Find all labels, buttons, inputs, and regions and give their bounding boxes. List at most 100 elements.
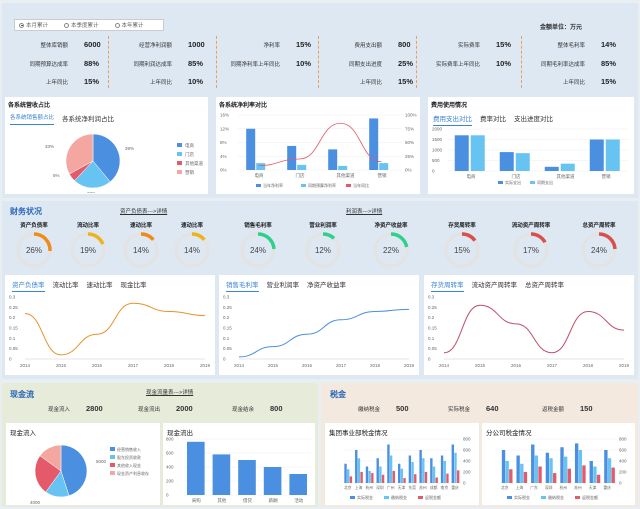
bar — [589, 461, 593, 483]
legend-swatch — [177, 143, 182, 147]
y-tick-label: 0.15 — [428, 326, 437, 331]
bar — [289, 474, 307, 495]
gauge-value: 24% — [250, 246, 266, 255]
bar — [440, 455, 444, 483]
bar — [505, 461, 509, 483]
gauge-value: 15% — [454, 246, 470, 255]
bar — [443, 461, 446, 483]
tab-total-asset-turnover[interactable]: 总资产周转率 — [525, 282, 564, 289]
x-tick-label: 深圳 — [376, 485, 384, 490]
dashed-divider — [216, 36, 217, 88]
balance-sheet-link[interactable]: 资产负债表--->详情 — [120, 209, 168, 215]
bar — [414, 474, 417, 483]
filter-label: 本月累计 — [26, 23, 49, 29]
y-tick-label: 0.3 — [223, 295, 230, 300]
tab-inventory-turnover[interactable]: 存货周转率 — [431, 279, 464, 292]
y-tick-label: 0.25 — [9, 305, 18, 310]
kpi-label: 上年同比 — [562, 80, 585, 86]
legend-label: 实际税金 — [514, 494, 530, 500]
gauge-title: 速动比率 — [180, 223, 203, 229]
bar — [376, 458, 379, 483]
y-tick-label: 0.1 — [428, 336, 435, 341]
y-tick-label: 0 — [428, 357, 431, 362]
y-tick-label: 600 — [166, 451, 174, 456]
legend-label: 经营销售收入 — [117, 446, 141, 452]
x-tick-label: 2018 — [370, 363, 381, 368]
x-tick-label: 电商 — [255, 172, 264, 179]
x-tick-label: 2015 — [268, 363, 279, 368]
series-line — [258, 122, 382, 166]
legend-label: 缴纳税金 — [548, 494, 564, 500]
kpi-value: 85% — [188, 59, 204, 68]
tab-roe[interactable]: 净资产收益率 — [307, 282, 346, 289]
bar — [369, 118, 379, 170]
legend-swatch — [507, 496, 512, 499]
pie-value-label: 33% — [45, 144, 54, 149]
tab-sales-share[interactable]: 各系统销售额占比 — [10, 113, 55, 125]
income-statement-link[interactable]: 利润表--->详情 — [346, 209, 383, 215]
gauge-value: 12% — [315, 246, 331, 255]
x-tick-label: 深圳 — [545, 485, 553, 490]
debt-ratio-line-chart: 0 0.05 0.1 0.15 0.2 0.25 0.3 2014 2015 2016 2017 20… — [9, 295, 211, 369]
kpi-label: 缴纳税金 — [358, 407, 381, 413]
y-tick-label: 800 — [463, 437, 471, 442]
filter-year[interactable]: 本年累计 — [114, 21, 144, 29]
net-margin-panel: 各系统净利率对比 0% 0% 4% 25% 8% 50% 12% 75% 16% 100% 电商 门店… — [216, 97, 420, 194]
pie-slice — [74, 160, 111, 189]
bar — [582, 465, 586, 483]
bar — [589, 139, 604, 171]
legend-label: 缴纳税金 — [391, 494, 407, 500]
bar — [446, 473, 449, 483]
y-tick-label: 200 — [463, 470, 471, 475]
y2-tick-label: 25% — [405, 154, 414, 159]
tab-progress-compare[interactable]: 支出进度对比 — [514, 116, 553, 123]
filter-month[interactable]: 本月累计 — [19, 21, 48, 29]
tab-gross-margin[interactable]: 销售毛利率 — [226, 279, 259, 292]
gauge-arc — [461, 232, 477, 242]
y2-tick-label: 0% — [405, 168, 412, 173]
kpi-label: 同期利润达成率 — [133, 62, 172, 68]
kpi-label: 上年同比 — [359, 80, 382, 86]
kpi-value: 800 — [398, 40, 411, 49]
bar — [607, 458, 612, 483]
y-tick-label: 0.05 — [9, 346, 18, 351]
x-tick-label: 重庆 — [451, 485, 459, 490]
filter-quarter[interactable]: 本季度累计 — [64, 21, 99, 29]
bar — [549, 458, 553, 483]
kpi-value: 10% — [188, 77, 204, 86]
y-tick-label: 0 — [463, 481, 466, 486]
tab-expense-compare[interactable]: 费用支出对比 — [433, 113, 472, 126]
turnover-line-chart: 0 0.05 0.1 0.15 0.2 0.25 0.3 2014 2015 2016 2017 20… — [428, 295, 630, 369]
pie-slice — [65, 133, 94, 175]
tab-profit-share[interactable]: 各系统净利润占比 — [62, 116, 115, 123]
y-tick-label: 0.05 — [223, 346, 232, 351]
cashflow-link[interactable]: 现金流量表--->详情 — [146, 390, 194, 396]
kpi-label: 费用支出额 — [354, 43, 382, 49]
bar — [256, 163, 266, 170]
bar — [520, 463, 524, 483]
legend-label: 实际税金 — [357, 494, 373, 500]
tab-quick-ratio[interactable]: 速动比率 — [86, 282, 113, 289]
tab-operating-margin[interactable]: 营业利润率 — [266, 282, 300, 289]
bar — [509, 469, 513, 483]
bar — [596, 474, 601, 483]
profit-ratio-line-chart: 0 0.05 0.1 0.15 0.2 0.25 0.3 2014 2015 2016 2017 20… — [223, 295, 415, 369]
expense-tabs: 费用支出对比 费率对比 支出进度对比 — [433, 113, 553, 126]
tab-current-asset-turnover[interactable]: 流动资产周转率 — [471, 282, 518, 289]
gauge-title: 速动比率 — [129, 223, 152, 229]
y-tick-label: 0.2 — [9, 315, 16, 320]
kpi-value: 85% — [601, 59, 617, 68]
tab-debt-ratio[interactable]: 资产负债率 — [12, 279, 45, 292]
y-tick-label: 4% — [220, 154, 227, 159]
bar — [397, 463, 401, 483]
gauge-title: 总资产周转率 — [582, 223, 616, 229]
dashed-divider — [416, 36, 417, 88]
tab-current-ratio[interactable]: 流动比率 — [52, 282, 79, 289]
tab-cash-ratio[interactable]: 现金比率 — [120, 282, 147, 289]
pie-value-label: 4000 — [30, 500, 41, 505]
gauge: 15% — [444, 232, 480, 268]
tab-rate-compare[interactable]: 费率对比 — [480, 116, 506, 123]
bar — [368, 470, 371, 483]
gauge: 19% — [70, 232, 106, 268]
